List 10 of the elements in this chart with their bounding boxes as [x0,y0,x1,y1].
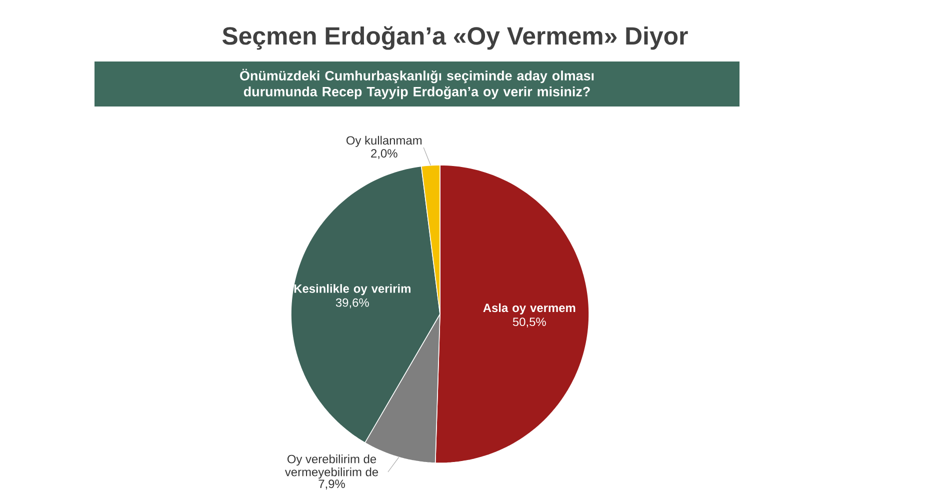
slice-label: Oy kullanmam [346,136,422,148]
data-label: 2,0% [371,149,398,160]
slice-label: Asla oy vermem [483,303,576,314]
data-label: 39,6% [336,298,369,308]
data-label: 50,5% [512,318,546,328]
chart-title: Seçmen Erdoğan’a «Oy Vermem» Diyor [222,26,688,50]
slice-label: Oy verebilirim de vermeyebilirim de [284,454,378,479]
slice-label: Kesinlikle oy veririm [294,284,410,296]
chart-subtitle: Önümüzdeki Cumhurbaşkanlığı seçiminde aday olması durumunda Recep Tayyip Erdoğan’a oy verir misiniz? [240,68,594,100]
data-label: 7,9% [318,480,345,490]
